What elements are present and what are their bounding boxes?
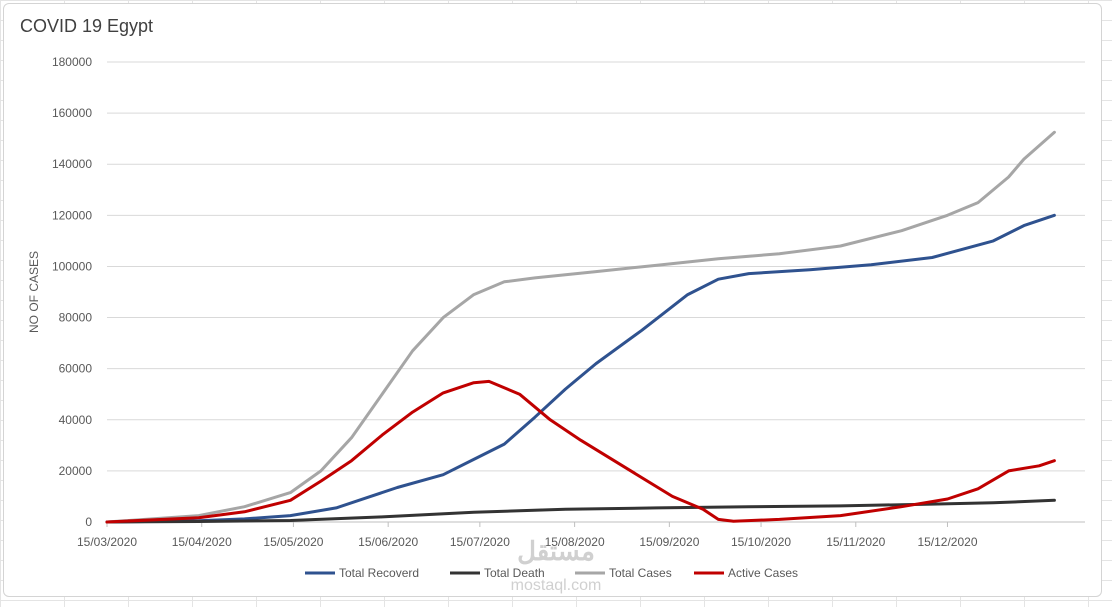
y-tick-label-180000: 180000 [52,55,92,69]
x-tick-label-8: 15/11/2020 [826,535,885,549]
y-tick-label-40000: 40000 [59,413,93,427]
x-tick-label-0: 15/03/2020 [77,535,137,549]
x-tick-label-2: 15/05/2020 [263,535,323,549]
x-tick-label-9: 15/12/2020 [917,535,977,549]
y-tick-label-120000: 120000 [52,208,92,222]
x-tick-label-7: 15/10/2020 [731,535,791,549]
y-tick-label-20000: 20000 [59,464,93,478]
chart-frame[interactable]: COVID 19 Egypt [3,3,1102,597]
x-axis-tick-labels: 15/03/2020 15/04/2020 15/05/2020 15/06/2020… [77,535,978,549]
svg-text:mostaql.com: mostaql.com [511,577,602,594]
x-tick-label-3: 15/06/2020 [358,535,418,549]
chart-title: COVID 19 Egypt [20,16,154,36]
y-tick-label-60000: 60000 [59,362,93,376]
series-lines [105,130,1056,524]
x-tick-label-4: 15/07/2020 [450,535,510,549]
series-line-total-cases [105,130,1056,524]
y-tick-label-80000: 80000 [59,311,93,325]
legend-label-total-cases: Total Cases [609,566,672,580]
y-tick-label-140000: 140000 [52,157,92,171]
y-tick-label-0: 0 [85,515,92,529]
y-tick-label-160000: 160000 [52,106,92,120]
series-line-active-cases [105,379,1056,524]
x-tick-label-6: 15/09/2020 [639,535,699,549]
x-tick-label-1: 15/04/2020 [172,535,232,549]
y-axis-tick-labels: 0 20000 40000 60000 80000 100000 120000 140000 1… [52,55,92,529]
y-tick-label-100000: 100000 [52,259,92,273]
series-line-total-recoverd [105,213,1056,524]
watermark-logo: مستقل mostaql.com [511,536,602,594]
legend-label-active-cases: Active Cases [728,566,798,580]
legend-label-total-death: Total Death [484,566,545,580]
legend-label-total-recoverd: Total Recoverd [339,566,419,580]
svg-text:مستقل: مستقل [517,536,595,566]
legend: Total Recoverd Total Death Total Cases Acti… [305,566,798,580]
x-tick-label-5: 15/08/2020 [545,535,605,549]
grid-lines [106,61,1085,527]
y-axis-label: NO OF CASES [27,251,41,333]
series-line-total-death [105,498,1056,524]
